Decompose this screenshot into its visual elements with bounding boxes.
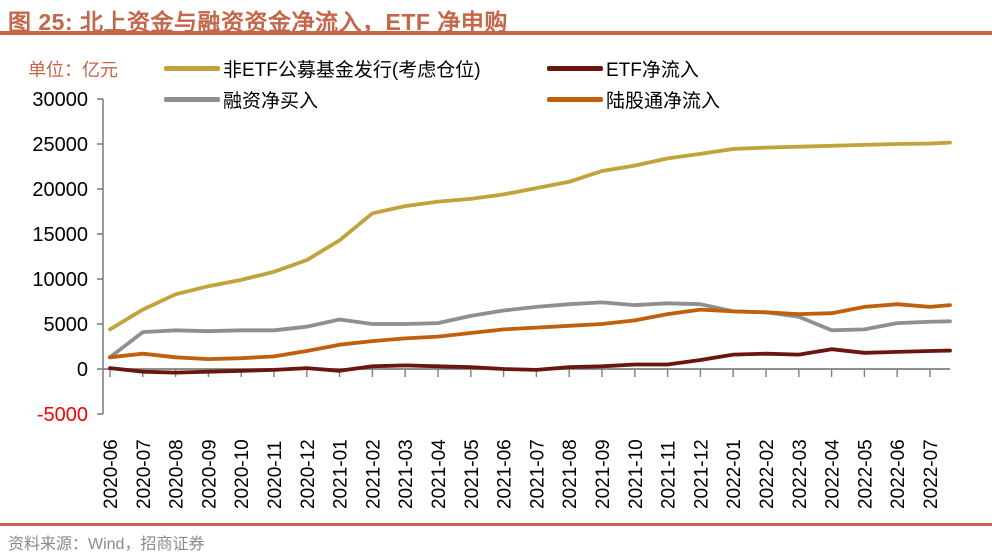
footer-divider [0,523,992,526]
x-tick-label: 2021-04 [429,439,450,509]
y-tick-label: 15000 [32,224,88,246]
x-tick-label: 2021-05 [462,439,483,509]
legend-item-non-etf-fund: 非ETF公募基金发行(考虑仓位) [164,55,481,82]
legend-line-swatch [547,97,603,102]
x-tick-label: 2021-06 [495,439,516,509]
x-tick-label: 2020-07 [134,439,155,509]
series-line-0 [108,140,952,332]
x-tick-label: 2021-07 [527,439,548,509]
legend-item-northbound-inflow: 陆股通净流入 [547,86,720,113]
source-note: 资料来源：Wind，招商证券 [8,536,205,553]
legend-line-swatch [164,66,220,71]
x-tick-label: 2021-03 [396,439,417,509]
y-tick-label: 25000 [32,134,88,156]
series-line-1 [108,300,952,360]
figure-title: 图 25: 北上资金与融资资金净流入，ETF 净申购 [8,9,508,35]
x-tick-label: 2020-11 [265,441,286,509]
legend-item-etf-inflow: ETF净流入 [547,55,699,82]
legend-line-swatch [164,97,220,102]
x-tick-label: 2021-10 [626,439,647,509]
series-line-2 [108,347,952,375]
legend-label: 非ETF公募基金发行(考虑仓位) [223,60,481,81]
legend-item-margin-buying: 融资净买入 [164,86,318,113]
unit-label: 单位：亿元 [28,60,118,80]
x-tick-label: 2020-06 [101,439,122,509]
y-tick-label: 5000 [44,314,89,336]
x-tick-label: 2022-01 [724,439,745,509]
x-tick-label: 2020-09 [199,439,220,509]
x-tick-label: 2022-07 [921,439,942,509]
x-tick-label: 2021-02 [363,439,384,509]
x-tick-label: 2020-10 [232,439,253,509]
y-tick-label: 0 [77,359,88,381]
x-tick-label: 2021-09 [593,439,614,509]
y-tick-label: 30000 [32,89,88,111]
series-line-3 [108,302,952,362]
x-tick-label: 2022-06 [888,439,909,509]
x-tick-label: 2020-08 [167,439,188,509]
legend-label: 融资净买入 [223,91,319,112]
x-tick-label: 2022-02 [757,439,778,509]
legend-label: 陆股通净流入 [606,91,721,112]
x-tick-label: 2021-12 [691,439,712,509]
x-tick-label: 2021-08 [560,439,581,509]
x-tick-label: 2022-05 [855,439,876,509]
title-divider [0,31,992,35]
x-tick-label: 2021-11 [659,441,680,509]
x-tick-label: 2022-03 [790,439,811,509]
x-tick-label: 2020-12 [298,439,319,509]
y-tick-label: 10000 [32,269,88,291]
x-tick-label: 2022-04 [823,439,844,509]
y-tick-label: 20000 [32,179,88,201]
legend-line-swatch [547,66,603,71]
legend-label: ETF净流入 [606,60,699,81]
x-tick-label: 2021-01 [331,439,352,509]
y-tick-label: -5000 [37,404,88,426]
